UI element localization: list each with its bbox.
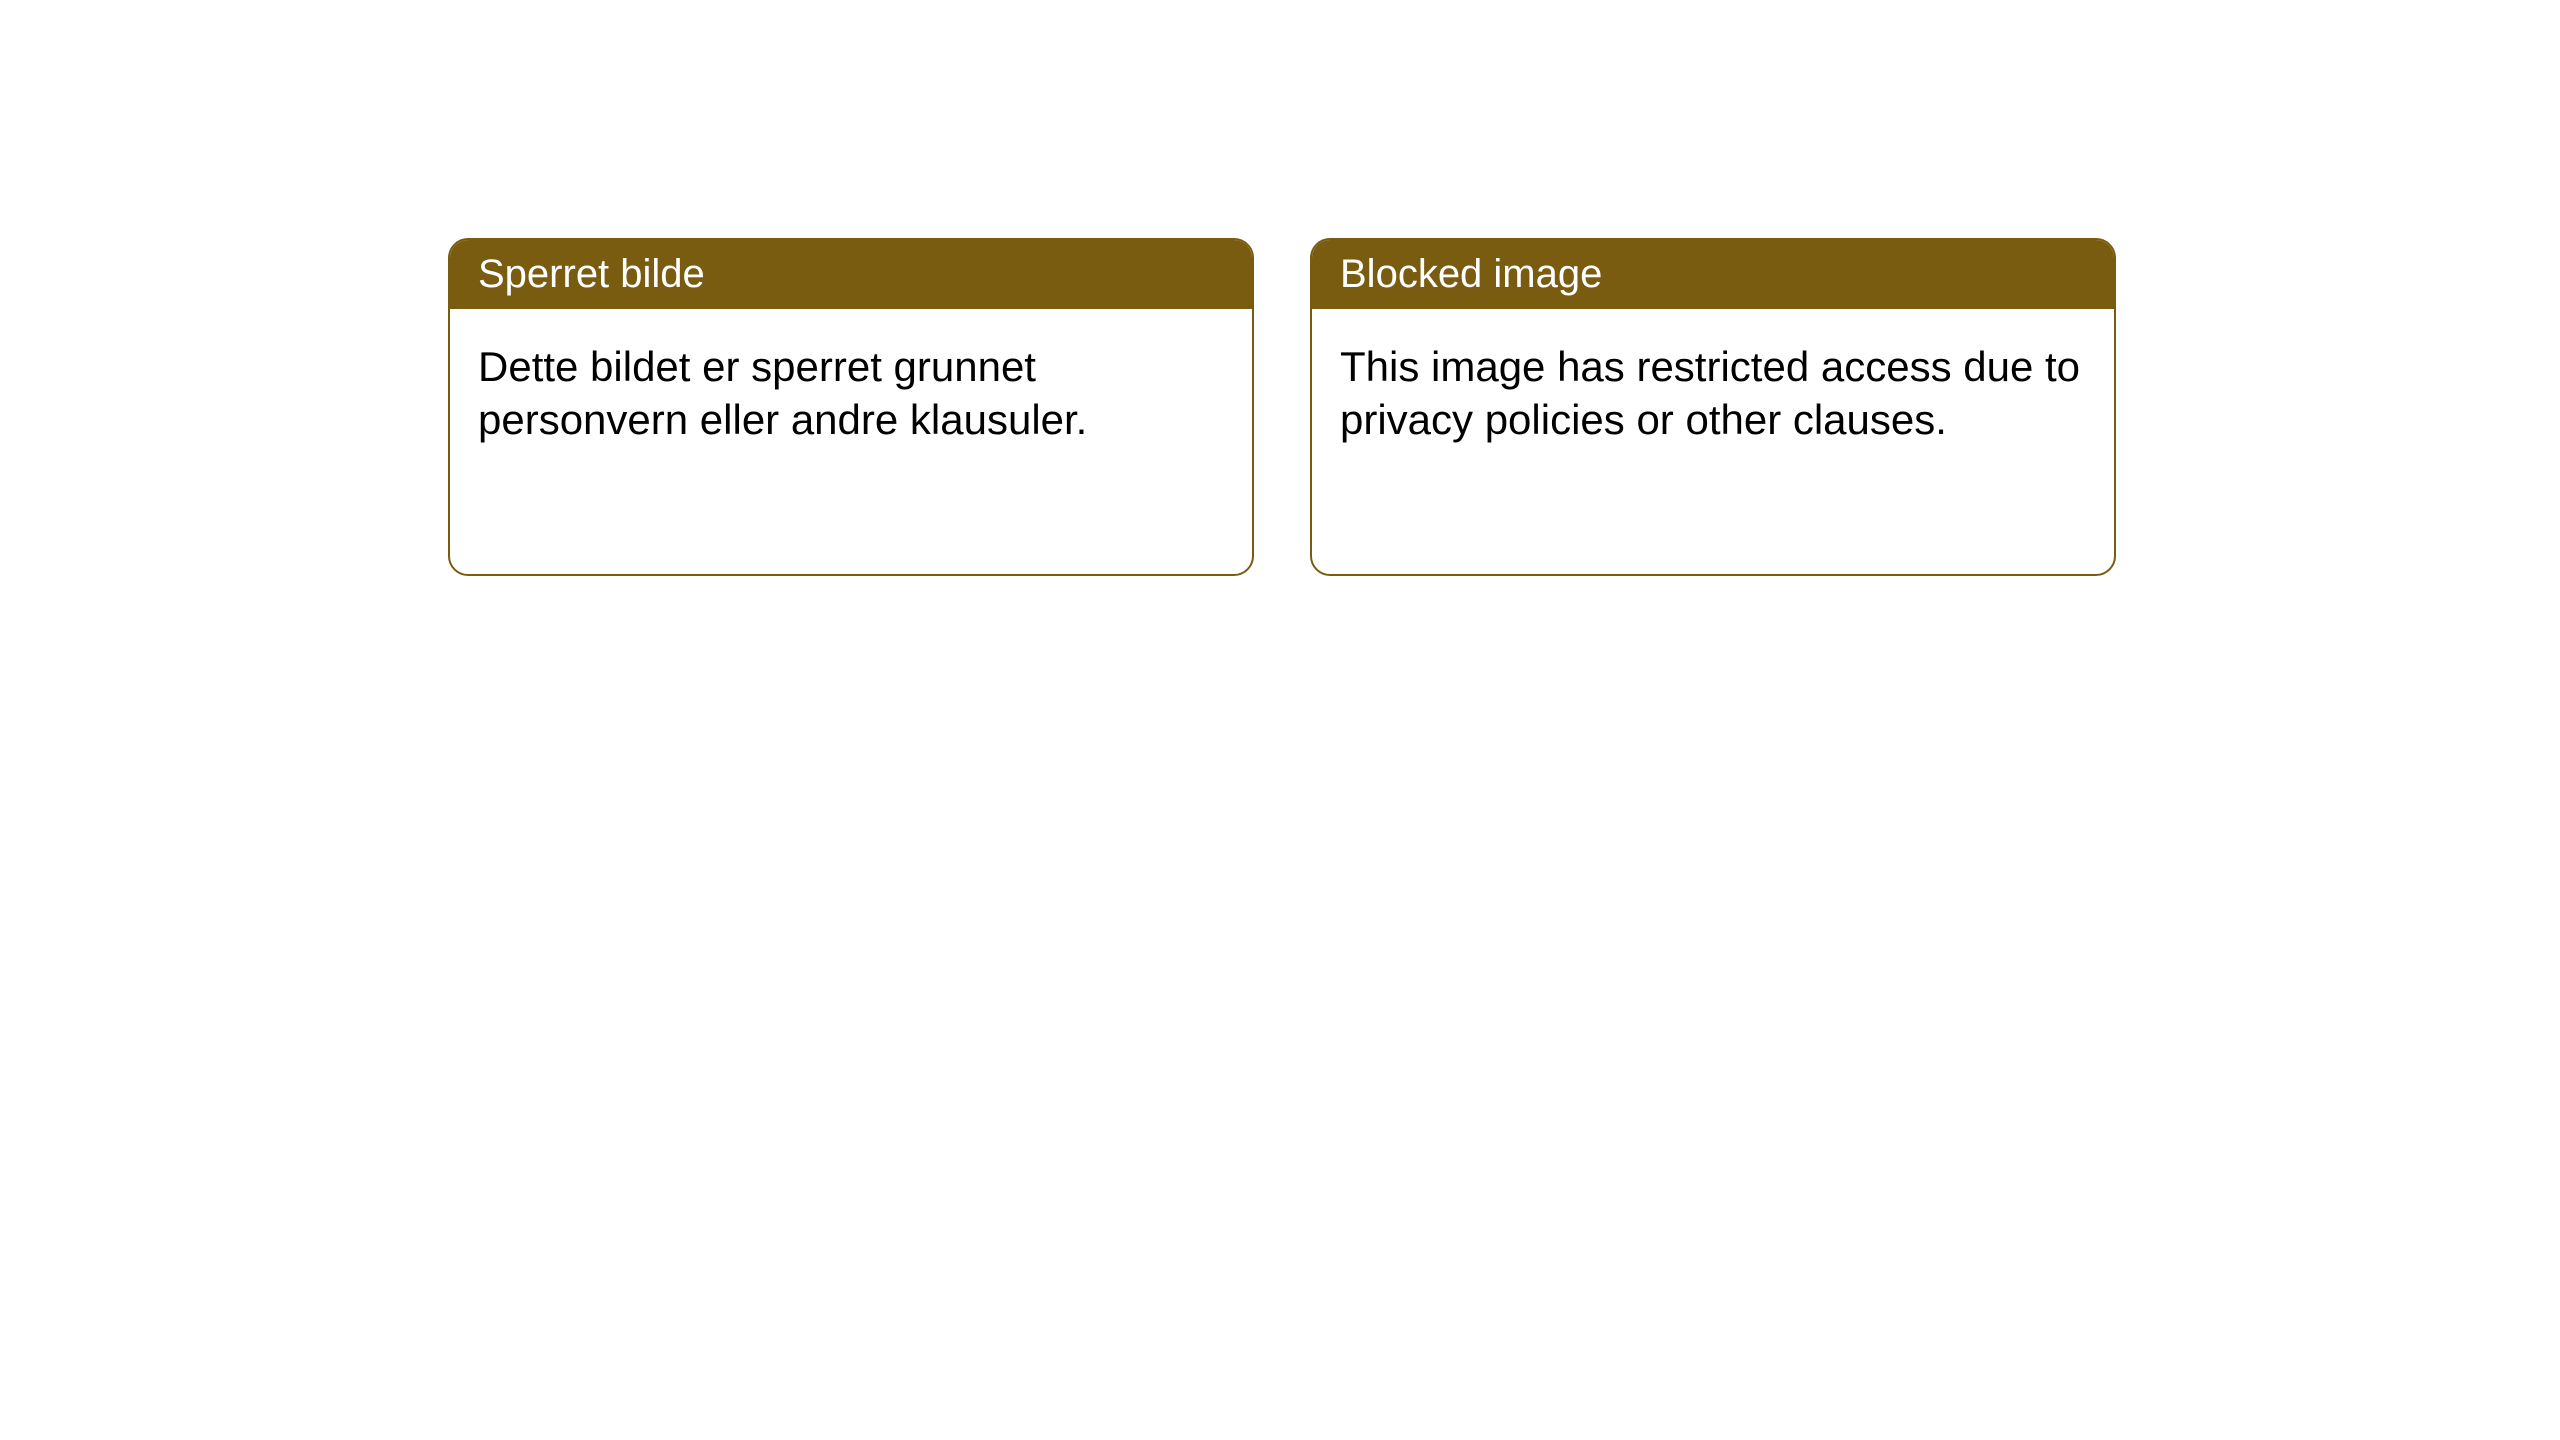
card-title-no: Sperret bilde: [478, 252, 705, 296]
blocked-image-card-en: Blocked image This image has restricted …: [1310, 238, 2116, 576]
card-text-no: Dette bildet er sperret grunnet personve…: [478, 343, 1087, 443]
notice-container: Sperret bilde Dette bildet er sperret gr…: [0, 0, 2560, 576]
card-header-no: Sperret bilde: [450, 240, 1252, 309]
card-body-no: Dette bildet er sperret grunnet personve…: [450, 309, 1252, 478]
card-header-en: Blocked image: [1312, 240, 2114, 309]
card-title-en: Blocked image: [1340, 252, 1602, 296]
card-text-en: This image has restricted access due to …: [1340, 343, 2080, 443]
blocked-image-card-no: Sperret bilde Dette bildet er sperret gr…: [448, 238, 1254, 576]
card-body-en: This image has restricted access due to …: [1312, 309, 2114, 478]
